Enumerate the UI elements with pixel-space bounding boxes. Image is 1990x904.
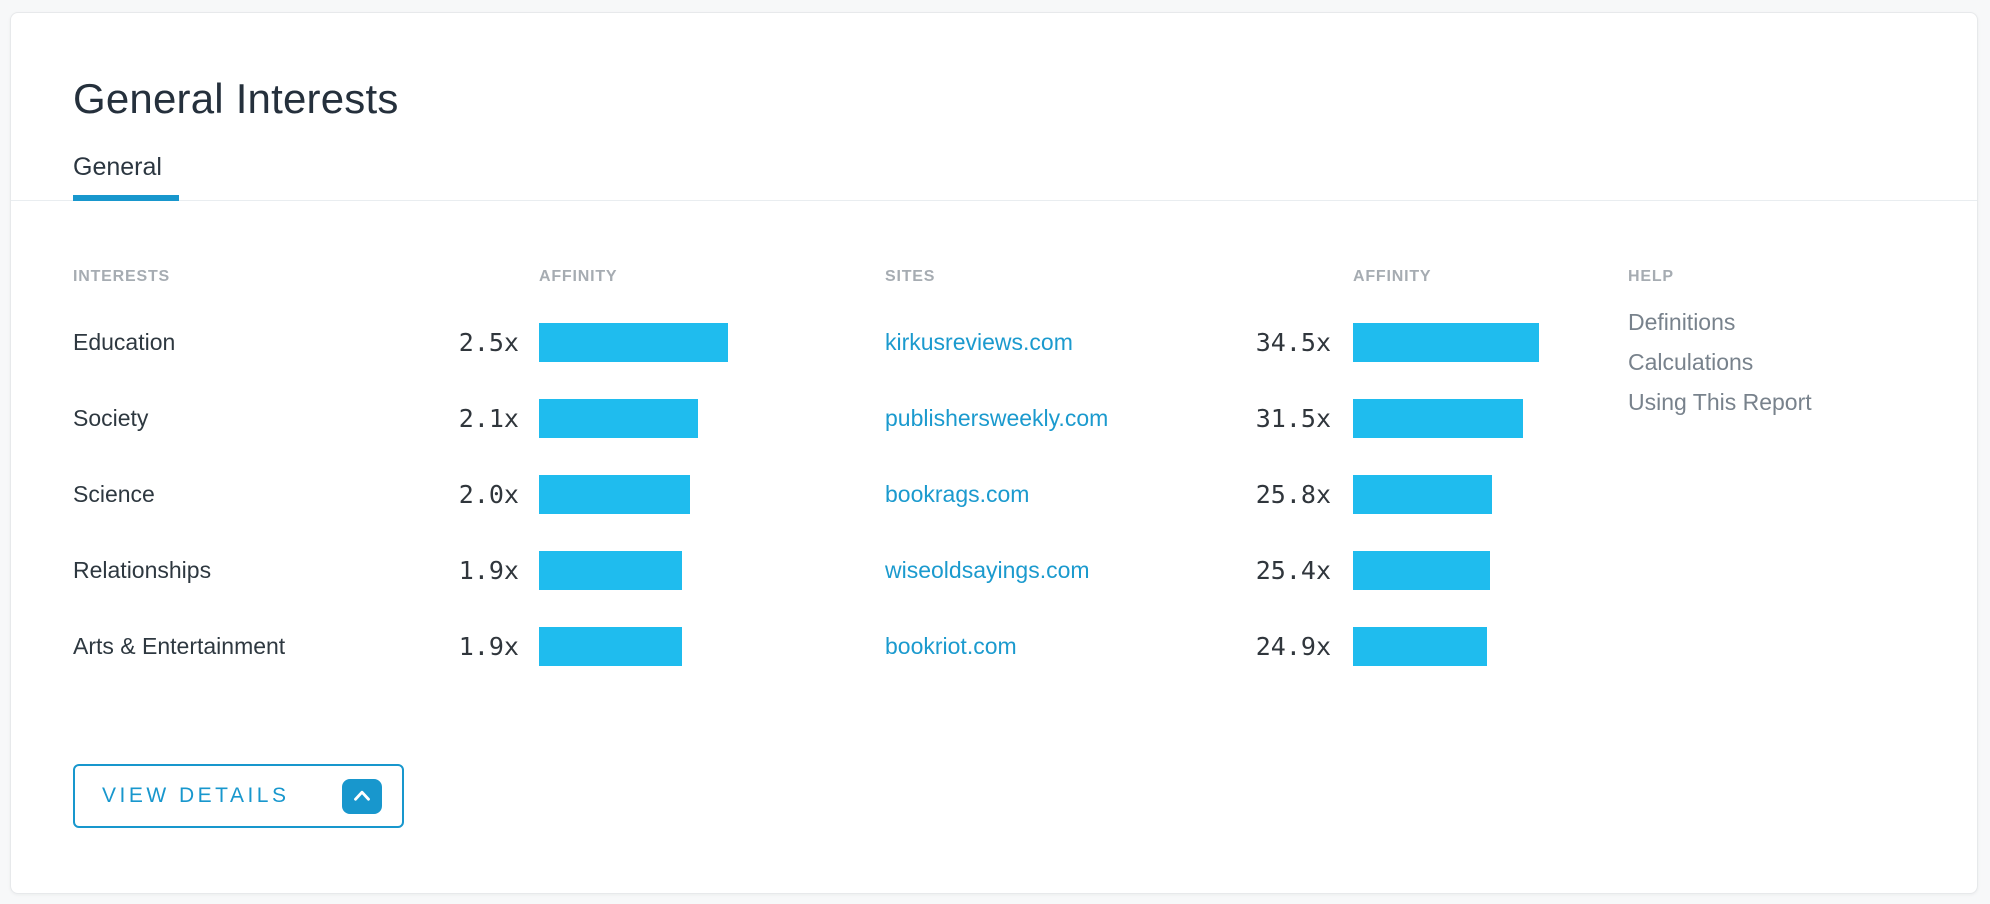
interest-label: Relationships: [73, 556, 212, 583]
site-affinity-bar: [1353, 474, 1492, 514]
help-column-header: HELP: [1628, 268, 1674, 285]
interest-label: Education: [73, 328, 176, 355]
site-link[interactable]: bookrags.com: [885, 480, 1030, 507]
site-link[interactable]: bookriot.com: [885, 632, 1017, 659]
site-affinity-bar: [1353, 322, 1539, 362]
site-link[interactable]: publishersweekly.com: [885, 404, 1109, 431]
interest-affinity-value: 2.5x: [458, 327, 519, 357]
site-affinity-value: 25.4x: [1255, 555, 1331, 585]
column-headers: INTERESTS AFFINITY SITES AFFINITY: [73, 268, 1618, 286]
interest-affinity-bar: [539, 626, 682, 666]
site-affinity-value: 24.9x: [1255, 631, 1331, 661]
interest-affinity-value: 2.0x: [458, 479, 519, 509]
help-link-using-this-report[interactable]: Using This Report: [1628, 389, 1812, 415]
affinity-table: Education 2.5x kirkusreviews.com 34.5x S…: [73, 304, 1618, 684]
table-row: Society 2.1x publishersweekly.com 31.5x: [73, 380, 1618, 456]
interest-affinity-value: 2.1x: [458, 403, 519, 433]
help-link-definitions[interactable]: Definitions: [1628, 309, 1736, 335]
interest-label: Arts & Entertainment: [73, 632, 286, 659]
table-row: Science 2.0x bookrags.com 25.8x: [73, 456, 1618, 532]
active-tab-indicator: [73, 195, 179, 201]
interest-affinity-bar: [539, 398, 698, 438]
table-row: Arts & Entertainment 1.9x bookriot.com 2…: [73, 608, 1618, 684]
table-row: Relationships 1.9x wiseoldsayings.com 25…: [73, 532, 1618, 608]
help-link-calculations[interactable]: Calculations: [1628, 349, 1754, 375]
table-row: Education 2.5x kirkusreviews.com 34.5x: [73, 304, 1618, 380]
view-details-button[interactable]: VIEW DETAILS: [73, 764, 404, 828]
tab-divider: [11, 200, 1977, 201]
general-interests-card: General Interests General INTERESTS AFFI…: [10, 12, 1978, 894]
site-affinity-value: 34.5x: [1255, 327, 1331, 357]
site-affinity-value: 25.8x: [1255, 479, 1331, 509]
help-section: HELP Definitions Calculations Using This…: [1628, 268, 1812, 422]
sites-column-header: SITES: [885, 268, 936, 285]
site-affinity-value: 31.5x: [1255, 403, 1331, 433]
page-title: General Interests: [73, 75, 399, 122]
interests-column-header: INTERESTS: [73, 268, 170, 285]
affinity-column-header: AFFINITY: [539, 268, 618, 285]
interest-label: Society: [73, 404, 149, 431]
chevron-up-icon: [342, 778, 382, 814]
site-link[interactable]: kirkusreviews.com: [885, 328, 1073, 355]
interest-affinity-value: 1.9x: [458, 631, 519, 661]
interest-affinity-bar: [539, 474, 690, 514]
interest-affinity-bar: [539, 550, 682, 590]
affinity-sites-column-header: AFFINITY: [1353, 268, 1432, 285]
interest-label: Science: [73, 480, 155, 507]
site-link[interactable]: wiseoldsayings.com: [885, 556, 1090, 583]
tab-general[interactable]: General: [73, 153, 162, 181]
view-details-label: VIEW DETAILS: [102, 784, 290, 807]
site-affinity-bar: [1353, 398, 1523, 438]
site-affinity-bar: [1353, 550, 1490, 590]
site-affinity-bar: [1353, 626, 1487, 666]
interest-affinity-bar: [539, 322, 728, 362]
interest-affinity-value: 1.9x: [458, 555, 519, 585]
